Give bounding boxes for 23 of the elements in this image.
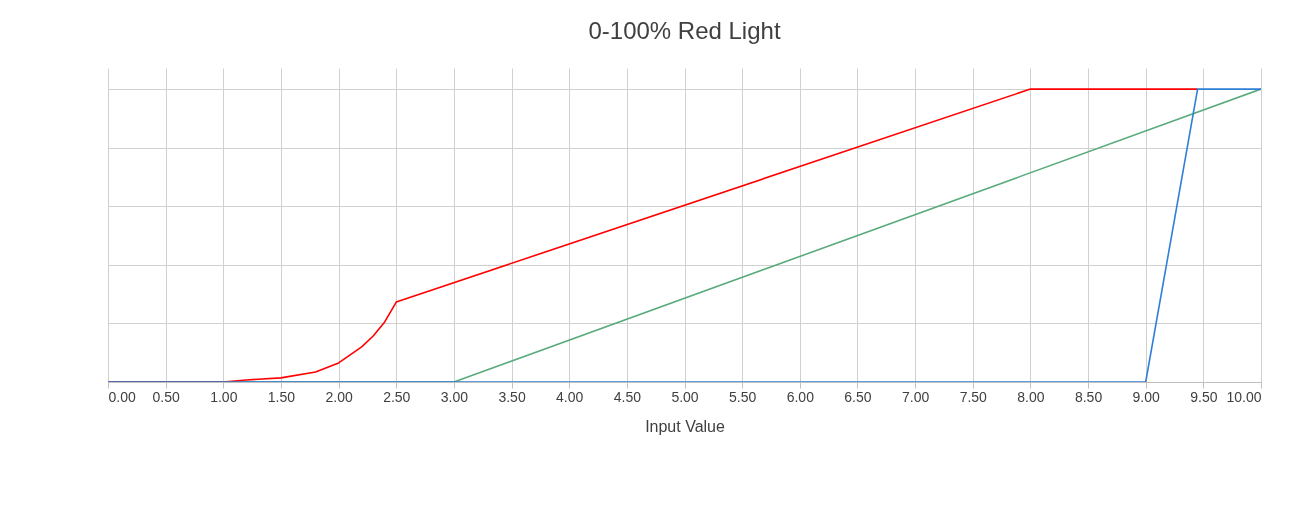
x-tick-label: 7.00 (901, 388, 930, 405)
x-tick-label: 3.00 (440, 388, 469, 405)
x-tick-label: 0.00 (108, 388, 136, 405)
x-tick-label: 3.50 (498, 388, 526, 405)
x-tick-label: 8.50 (1074, 388, 1103, 405)
x-tick-label: 6.00 (786, 388, 815, 405)
x-tick-label: 10.00 (1226, 388, 1262, 405)
x-tick-label: 1.50 (267, 388, 296, 405)
chart-title: 0-100% Red Light (588, 17, 781, 44)
x-tick-label: 9.00 (1132, 388, 1161, 405)
x-tick-label: 1.00 (210, 388, 238, 405)
x-tick-label: 4.00 (556, 388, 584, 405)
x-tick-label: 7.50 (959, 388, 988, 405)
x-tick-label: 2.00 (325, 388, 353, 405)
x-tick-label: 2.50 (383, 388, 411, 405)
x-tick-label: 9.50 (1190, 388, 1218, 405)
x-tick-label: 8.00 (1017, 388, 1045, 405)
x-tick-label: 6.50 (844, 388, 872, 405)
x-axis-title: Input Value (645, 417, 725, 435)
x-tick-label: 5.50 (729, 388, 757, 405)
x-tick-label: 0.50 (152, 388, 180, 405)
x-tick-label: 5.00 (671, 388, 699, 405)
x-tick-label: 4.50 (613, 388, 642, 405)
